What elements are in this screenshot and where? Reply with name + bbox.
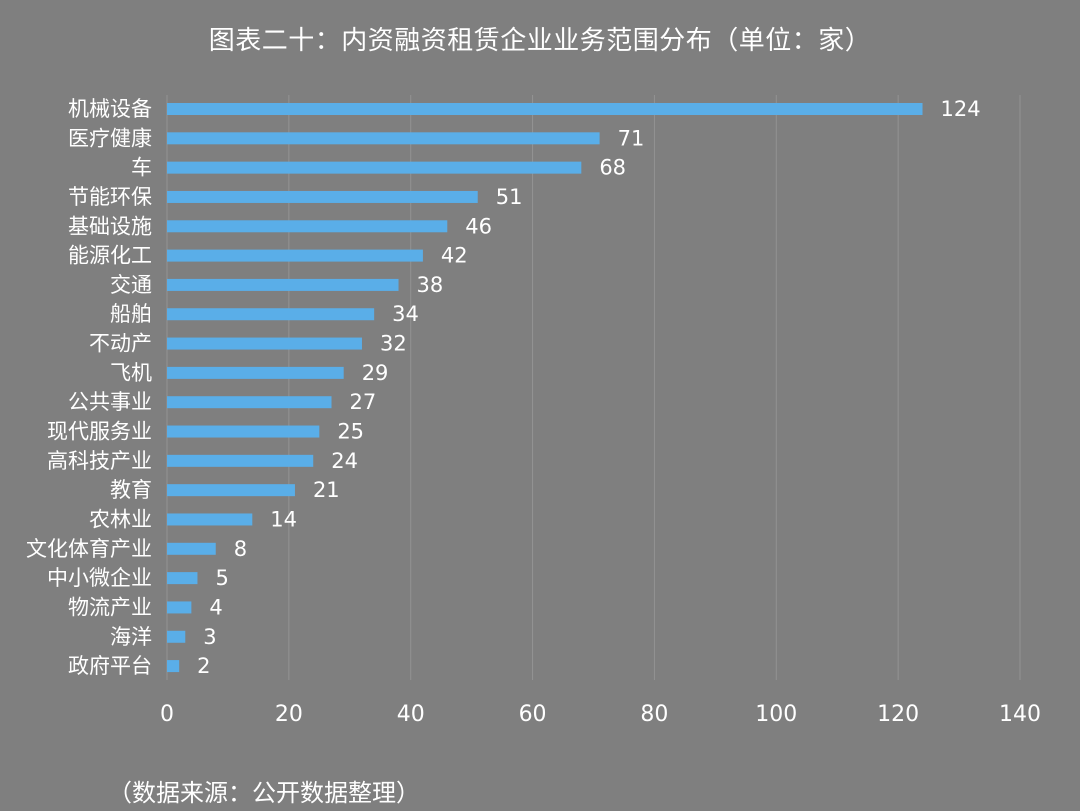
category-label: 飞机 [110, 361, 152, 385]
bar [167, 278, 399, 291]
category-label: 公共事业 [68, 390, 152, 414]
bar [167, 220, 448, 233]
category-label: 医疗健康 [68, 126, 152, 150]
data-label: 68 [599, 156, 626, 180]
category-label: 船舶 [110, 302, 152, 326]
category-label: 海洋 [110, 625, 152, 649]
category-label: 机械设备 [68, 97, 152, 121]
category-labels: 机械设备医疗健康车节能环保基础设施能源化工交通船舶不动产飞机公共事业现代服务业高… [26, 97, 152, 678]
data-label: 34 [392, 302, 419, 326]
category-label: 高科技产业 [47, 449, 152, 473]
bar [167, 366, 344, 379]
bar [167, 337, 362, 350]
data-label: 8 [234, 537, 247, 561]
x-tick-label: 120 [877, 702, 919, 727]
category-label: 中小微企业 [47, 566, 152, 590]
data-label: 124 [941, 97, 981, 121]
data-label: 14 [270, 507, 297, 531]
bar [167, 249, 423, 262]
grid-lines [166, 95, 1021, 680]
data-label: 3 [203, 625, 216, 649]
data-label: 46 [465, 214, 492, 238]
data-label: 29 [362, 361, 389, 385]
bar [167, 396, 332, 409]
category-label: 农林业 [89, 507, 152, 531]
bar [167, 660, 180, 673]
x-tick-label: 140 [999, 702, 1041, 727]
bar [167, 630, 186, 643]
data-label: 24 [331, 449, 358, 473]
x-axis-ticks: 0 20 40 60 80 100 120 140 [160, 702, 1041, 727]
data-label: 38 [417, 273, 444, 297]
category-label: 基础设施 [68, 214, 152, 238]
bar [167, 132, 600, 145]
x-tick-label: 60 [519, 702, 547, 727]
data-label: 71 [618, 126, 645, 150]
data-label: 2 [197, 654, 210, 678]
x-tick-label: 80 [640, 702, 668, 727]
category-label: 政府平台 [68, 654, 152, 678]
bar [167, 425, 320, 438]
x-tick-label: 0 [160, 702, 174, 727]
bar [167, 513, 253, 526]
source-note: （数据来源：公开数据整理） [108, 779, 420, 807]
data-label: 51 [496, 185, 523, 209]
bar [167, 103, 923, 115]
x-tick-label: 100 [755, 702, 797, 727]
bars [167, 103, 923, 673]
bar [167, 190, 478, 203]
category-label: 现代服务业 [47, 420, 152, 444]
data-label: 25 [337, 420, 364, 444]
data-label: 5 [215, 566, 228, 590]
bar [167, 161, 582, 174]
data-label: 21 [313, 478, 340, 502]
data-label: 42 [441, 244, 468, 268]
bar [167, 572, 198, 585]
bar [167, 542, 216, 555]
x-tick-label: 20 [275, 702, 303, 727]
data-label: 27 [350, 390, 377, 414]
category-label: 不动产 [89, 332, 152, 356]
bar [167, 484, 295, 497]
category-label: 节能环保 [68, 185, 152, 209]
category-label: 文化体育产业 [26, 537, 152, 561]
category-label: 教育 [110, 478, 152, 502]
bar [167, 601, 192, 614]
bar [167, 454, 314, 467]
category-label: 车 [131, 156, 152, 180]
x-tick-label: 40 [397, 702, 425, 727]
category-label: 交通 [110, 273, 152, 297]
chart-title: 图表二十：内资融资租赁企业业务范围分布（单位：家） [208, 26, 872, 56]
data-label: 4 [209, 595, 222, 619]
data-label: 32 [380, 332, 407, 356]
bar [167, 308, 375, 321]
category-label: 能源化工 [68, 244, 152, 268]
category-label: 物流产业 [68, 595, 152, 619]
